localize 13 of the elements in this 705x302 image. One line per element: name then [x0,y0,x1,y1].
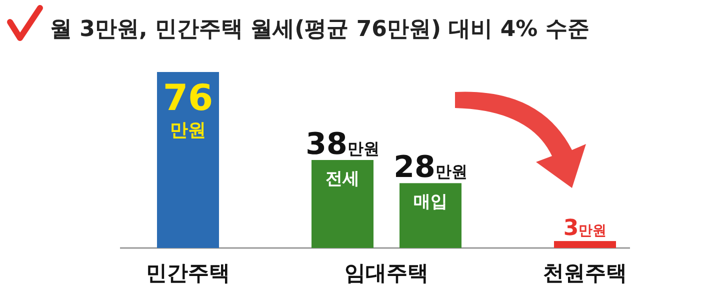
x-tick-label: 천원주택 [543,261,627,285]
annotation: 전세 [326,169,360,189]
data-label: 28만원 [394,150,468,186]
annotation: 매입 [414,192,448,212]
data-label: 38만원 [306,127,380,162]
data-label: 76만원 [162,78,214,141]
bar [554,241,616,248]
bar [157,72,219,248]
x-tick-label: 임대주택 [344,261,428,285]
x-tick-label: 민간주택 [146,261,230,285]
chart-title: 월 3만원, 민간주택 월세(평균 76만원) 대비 4% 수준 [50,17,590,42]
bar [400,183,462,248]
data-label: 3만원 [563,216,607,242]
